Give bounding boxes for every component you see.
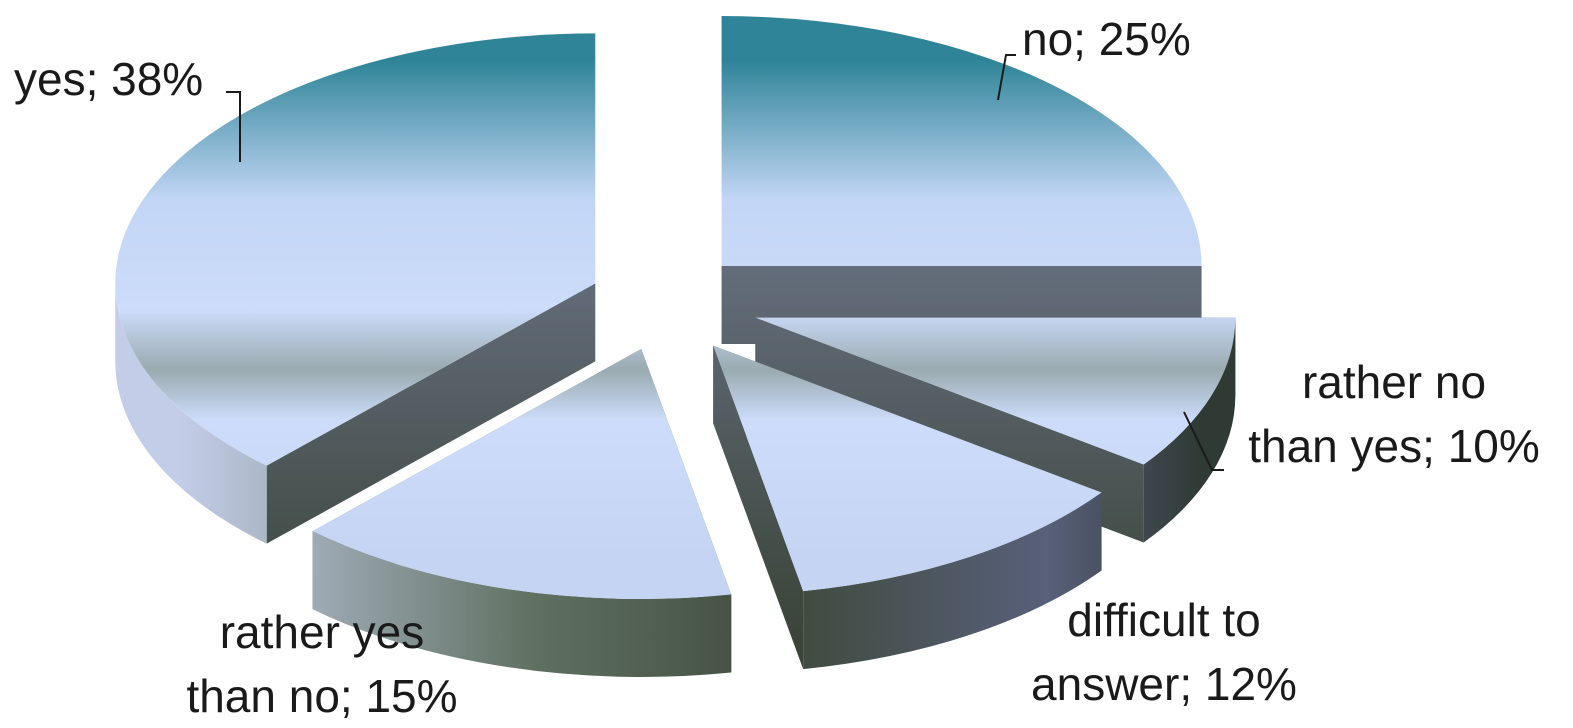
data-label-difficult-to-answer: difficult to answer; 12% — [1031, 594, 1297, 710]
slice-top-difficult-to-answer — [713, 345, 1102, 592]
slice-top-rather-yes-than-no — [312, 348, 732, 599]
data-label-line: no; 25% — [1022, 13, 1191, 65]
slice-rather-yes-than-no — [312, 348, 732, 677]
data-label-line: difficult to — [1067, 594, 1260, 646]
leader-lines — [226, 54, 1224, 471]
slice-wall-yes-0 — [266, 283, 596, 544]
leader-line-yes — [226, 91, 241, 162]
slice-side-rather-no-than-yes — [1143, 317, 1236, 543]
data-label-line: rather yes — [220, 606, 425, 658]
slice-wall-difficult-to-answer-1 — [713, 345, 804, 670]
data-label-line: than yes; 10% — [1248, 420, 1540, 472]
slice-top-rather-no-than-yes — [755, 317, 1236, 465]
data-label-line: answer; 12% — [1031, 658, 1297, 710]
slice-top-no — [721, 16, 1202, 267]
slice-yes — [115, 33, 596, 544]
leader-line-rather-no — [1183, 411, 1224, 471]
data-label-yes: yes; 38% — [14, 53, 203, 105]
data-label-line: rather no — [1302, 356, 1486, 408]
slice-side-rather-yes-than-no — [312, 531, 732, 677]
data-labels: yes; 38% no; 25% rather no than yes; 10% dif… — [14, 13, 1540, 722]
data-label-line: than no; 15% — [186, 670, 457, 722]
slice-top-yes — [115, 33, 596, 466]
pie-slices — [115, 16, 1236, 677]
data-label-line: yes; 38% — [14, 53, 203, 105]
slice-side-difficult-to-answer — [803, 492, 1102, 670]
slice-difficult-to-answer — [713, 345, 1102, 670]
leader-line-no — [997, 54, 1016, 101]
data-label-rather-yes-than-no: rather yes than no; 15% — [186, 606, 457, 722]
data-label-no: no; 25% — [1022, 13, 1191, 65]
data-label-rather-no-than-yes: rather no than yes; 10% — [1248, 356, 1540, 472]
slice-side-yes — [115, 283, 267, 544]
slice-no — [721, 16, 1202, 345]
